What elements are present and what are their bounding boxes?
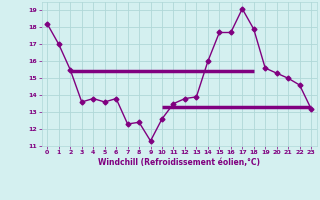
X-axis label: Windchill (Refroidissement éolien,°C): Windchill (Refroidissement éolien,°C): [98, 158, 260, 167]
